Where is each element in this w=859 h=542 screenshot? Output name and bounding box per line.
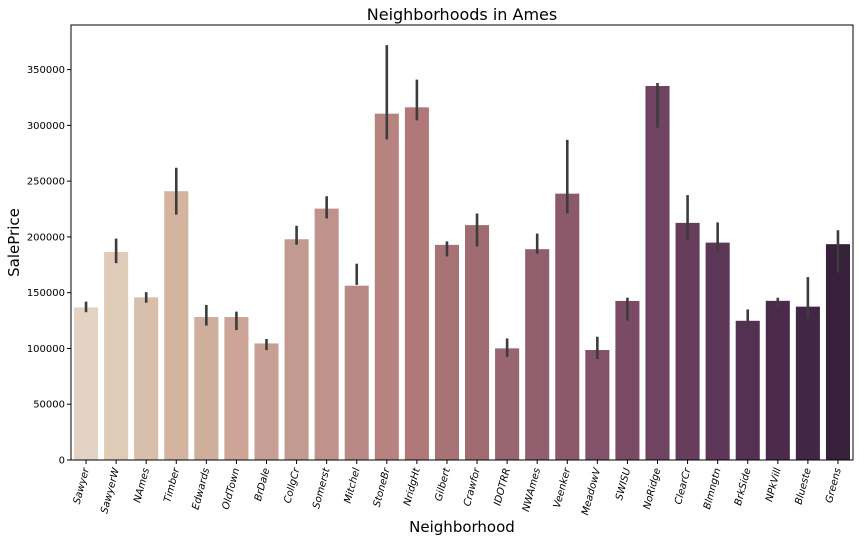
bar-NoRidge: [645, 86, 670, 460]
x-tick-label: Blmngtn: [702, 467, 724, 511]
x-tick-label: SawyerW: [99, 466, 122, 515]
y-tick-label: 0: [59, 456, 65, 467]
x-tick-label: Crawfor: [462, 466, 483, 508]
bar-Mitchel: [344, 285, 369, 460]
x-tick-label: NWAmes: [521, 467, 543, 513]
bar-MeadowV: [585, 350, 610, 460]
bar-Blmngtn: [705, 242, 730, 460]
x-tick-label: Blueste: [793, 467, 813, 506]
y-tick-label: 150000: [27, 288, 65, 299]
y-tick-label: 50000: [33, 400, 65, 411]
x-tick-label: ClearCr: [673, 466, 693, 506]
x-tick-label: CollgCr: [283, 466, 303, 505]
bar-NAmes: [134, 297, 159, 460]
x-tick-label: StoneBr: [372, 466, 393, 508]
x-tick-label: NPkVill: [764, 467, 784, 503]
bar-Somerst: [314, 208, 339, 460]
y-tick-label: 250000: [27, 177, 65, 188]
x-tick-label: Edwards: [191, 467, 213, 511]
bar-Gilbert: [434, 244, 459, 460]
bar-Timber: [164, 191, 189, 460]
x-tick-label: Somerst: [311, 466, 333, 510]
x-tick-label: BrkSide: [733, 467, 754, 507]
x-tick-label: MeadowV: [580, 466, 603, 517]
bar-NPkVill: [765, 300, 790, 460]
bar-Edwards: [194, 317, 219, 460]
y-axis: 0 50000 100000 150000 200000 250000 300000 3500…: [27, 65, 71, 467]
bar-CollgCr: [284, 239, 309, 460]
x-tick-label: NridgHt: [402, 466, 423, 507]
plot-frame: [70, 24, 854, 461]
x-tick-label: Mitchel: [343, 467, 363, 505]
x-axis-title: Neighborhood: [409, 518, 515, 536]
bar-BrkSide: [735, 320, 760, 460]
bar-Veenker: [555, 193, 580, 460]
error-bars-group: [84, 45, 840, 360]
bar-Sawyer: [74, 307, 99, 460]
bar-NWAmes: [525, 249, 550, 460]
x-tick-label: Veenker: [552, 466, 573, 509]
bar-SawyerW: [104, 251, 129, 460]
bar-IDOTRR: [495, 348, 520, 460]
x-tick-label: Greens: [824, 467, 844, 504]
x-tick-label: Gilbert: [433, 466, 453, 503]
bar-StoneBr: [374, 113, 399, 460]
bar-BrDale: [254, 343, 279, 460]
x-tick-label: BrDale: [253, 467, 272, 502]
x-tick-label: Sawyer: [72, 466, 92, 505]
x-tick-label: NoRidge: [642, 467, 664, 511]
bar-Crawfor: [465, 225, 490, 460]
x-tick-label: OldTown: [221, 467, 243, 511]
bars-group: [74, 86, 850, 461]
x-tick-label: IDOTRR: [492, 467, 513, 507]
bar-Blueste: [795, 306, 820, 460]
bar-OldTown: [224, 317, 249, 460]
bar-ClearCr: [675, 222, 700, 460]
y-tick-label: 100000: [27, 344, 65, 355]
x-tick-label: SWISU: [614, 466, 633, 501]
y-tick-label: 300000: [27, 121, 65, 132]
y-axis-title: SalePrice: [5, 208, 23, 277]
x-tick-label: Timber: [162, 466, 182, 504]
x-axis: Sawyer SawyerW NAmes Timber Edwards OldTown Br…: [72, 460, 844, 517]
bar-Greens: [825, 244, 850, 460]
y-tick-label: 200000: [27, 232, 65, 243]
x-tick-label: NAmes: [132, 467, 152, 504]
y-tick-label: 350000: [27, 65, 65, 76]
bar-SWISU: [615, 300, 640, 460]
bar-NridgHt: [404, 107, 429, 461]
chart-title: Neighborhoods in Ames: [367, 5, 557, 24]
